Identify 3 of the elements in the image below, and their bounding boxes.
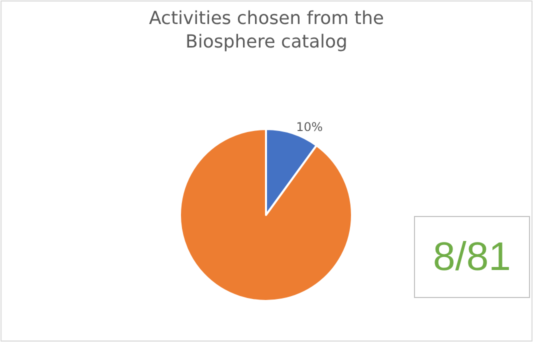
text: 8/81 <box>433 235 511 279</box>
chart-title: Activities chosen from the Biosphere catalog <box>149 8 384 52</box>
data-label: 10% <box>296 120 323 134</box>
